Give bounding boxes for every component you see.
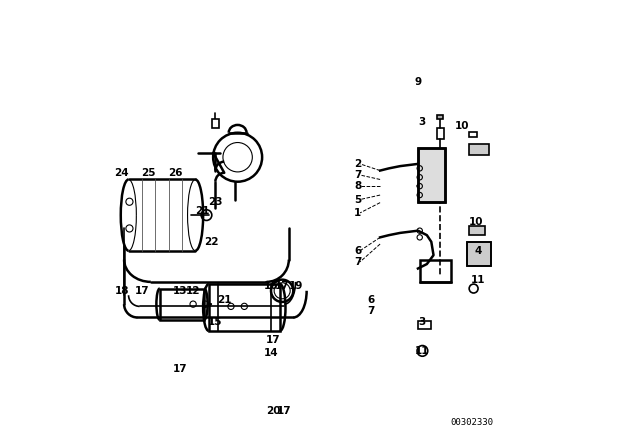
Text: 17: 17 (266, 335, 280, 345)
Text: 8: 8 (354, 181, 362, 191)
Text: 21: 21 (195, 206, 209, 215)
Text: 22: 22 (204, 237, 218, 247)
Text: 10: 10 (455, 121, 470, 131)
Bar (209, 284, 280, 331)
Bar (467, 242, 492, 266)
Bar (467, 242, 492, 266)
Text: 3: 3 (419, 116, 426, 127)
Text: 21: 21 (217, 295, 232, 305)
Text: 3: 3 (419, 317, 426, 327)
Text: 13: 13 (173, 286, 187, 296)
Text: 6: 6 (354, 246, 362, 256)
Text: 9: 9 (414, 77, 422, 86)
Bar (469, 144, 489, 155)
Text: 4: 4 (474, 246, 482, 256)
Bar (469, 226, 484, 235)
Bar (436, 128, 444, 139)
Bar (418, 321, 431, 329)
Text: 26: 26 (168, 168, 182, 178)
Text: 11: 11 (415, 346, 429, 356)
Text: 2: 2 (354, 159, 362, 169)
Text: 7: 7 (354, 170, 362, 180)
Text: 12: 12 (186, 286, 200, 296)
Text: 5: 5 (354, 194, 362, 205)
Text: 17: 17 (275, 281, 289, 291)
Text: 17: 17 (172, 364, 187, 374)
Text: 7: 7 (367, 306, 375, 316)
Text: 15: 15 (208, 317, 223, 327)
Text: 20: 20 (266, 406, 280, 416)
Text: 18: 18 (115, 286, 129, 296)
Text: 1: 1 (354, 208, 362, 218)
Bar (437, 115, 444, 119)
Bar (420, 260, 451, 282)
Text: 24: 24 (115, 168, 129, 178)
Text: 7: 7 (354, 257, 362, 267)
Text: 25: 25 (141, 168, 156, 178)
Text: 14: 14 (264, 348, 278, 358)
Bar (469, 132, 477, 137)
Text: 17: 17 (134, 286, 149, 296)
Text: 16: 16 (264, 281, 278, 291)
Text: 17: 17 (277, 406, 292, 416)
Bar (160, 289, 204, 320)
Text: 6: 6 (367, 295, 375, 305)
Text: 23: 23 (208, 197, 223, 207)
Bar (212, 119, 219, 128)
Text: 11: 11 (471, 275, 485, 284)
Bar (418, 148, 445, 202)
Bar (418, 148, 445, 202)
Text: 10: 10 (468, 217, 483, 227)
Text: 19: 19 (289, 281, 303, 291)
Text: 00302330: 00302330 (450, 418, 493, 426)
